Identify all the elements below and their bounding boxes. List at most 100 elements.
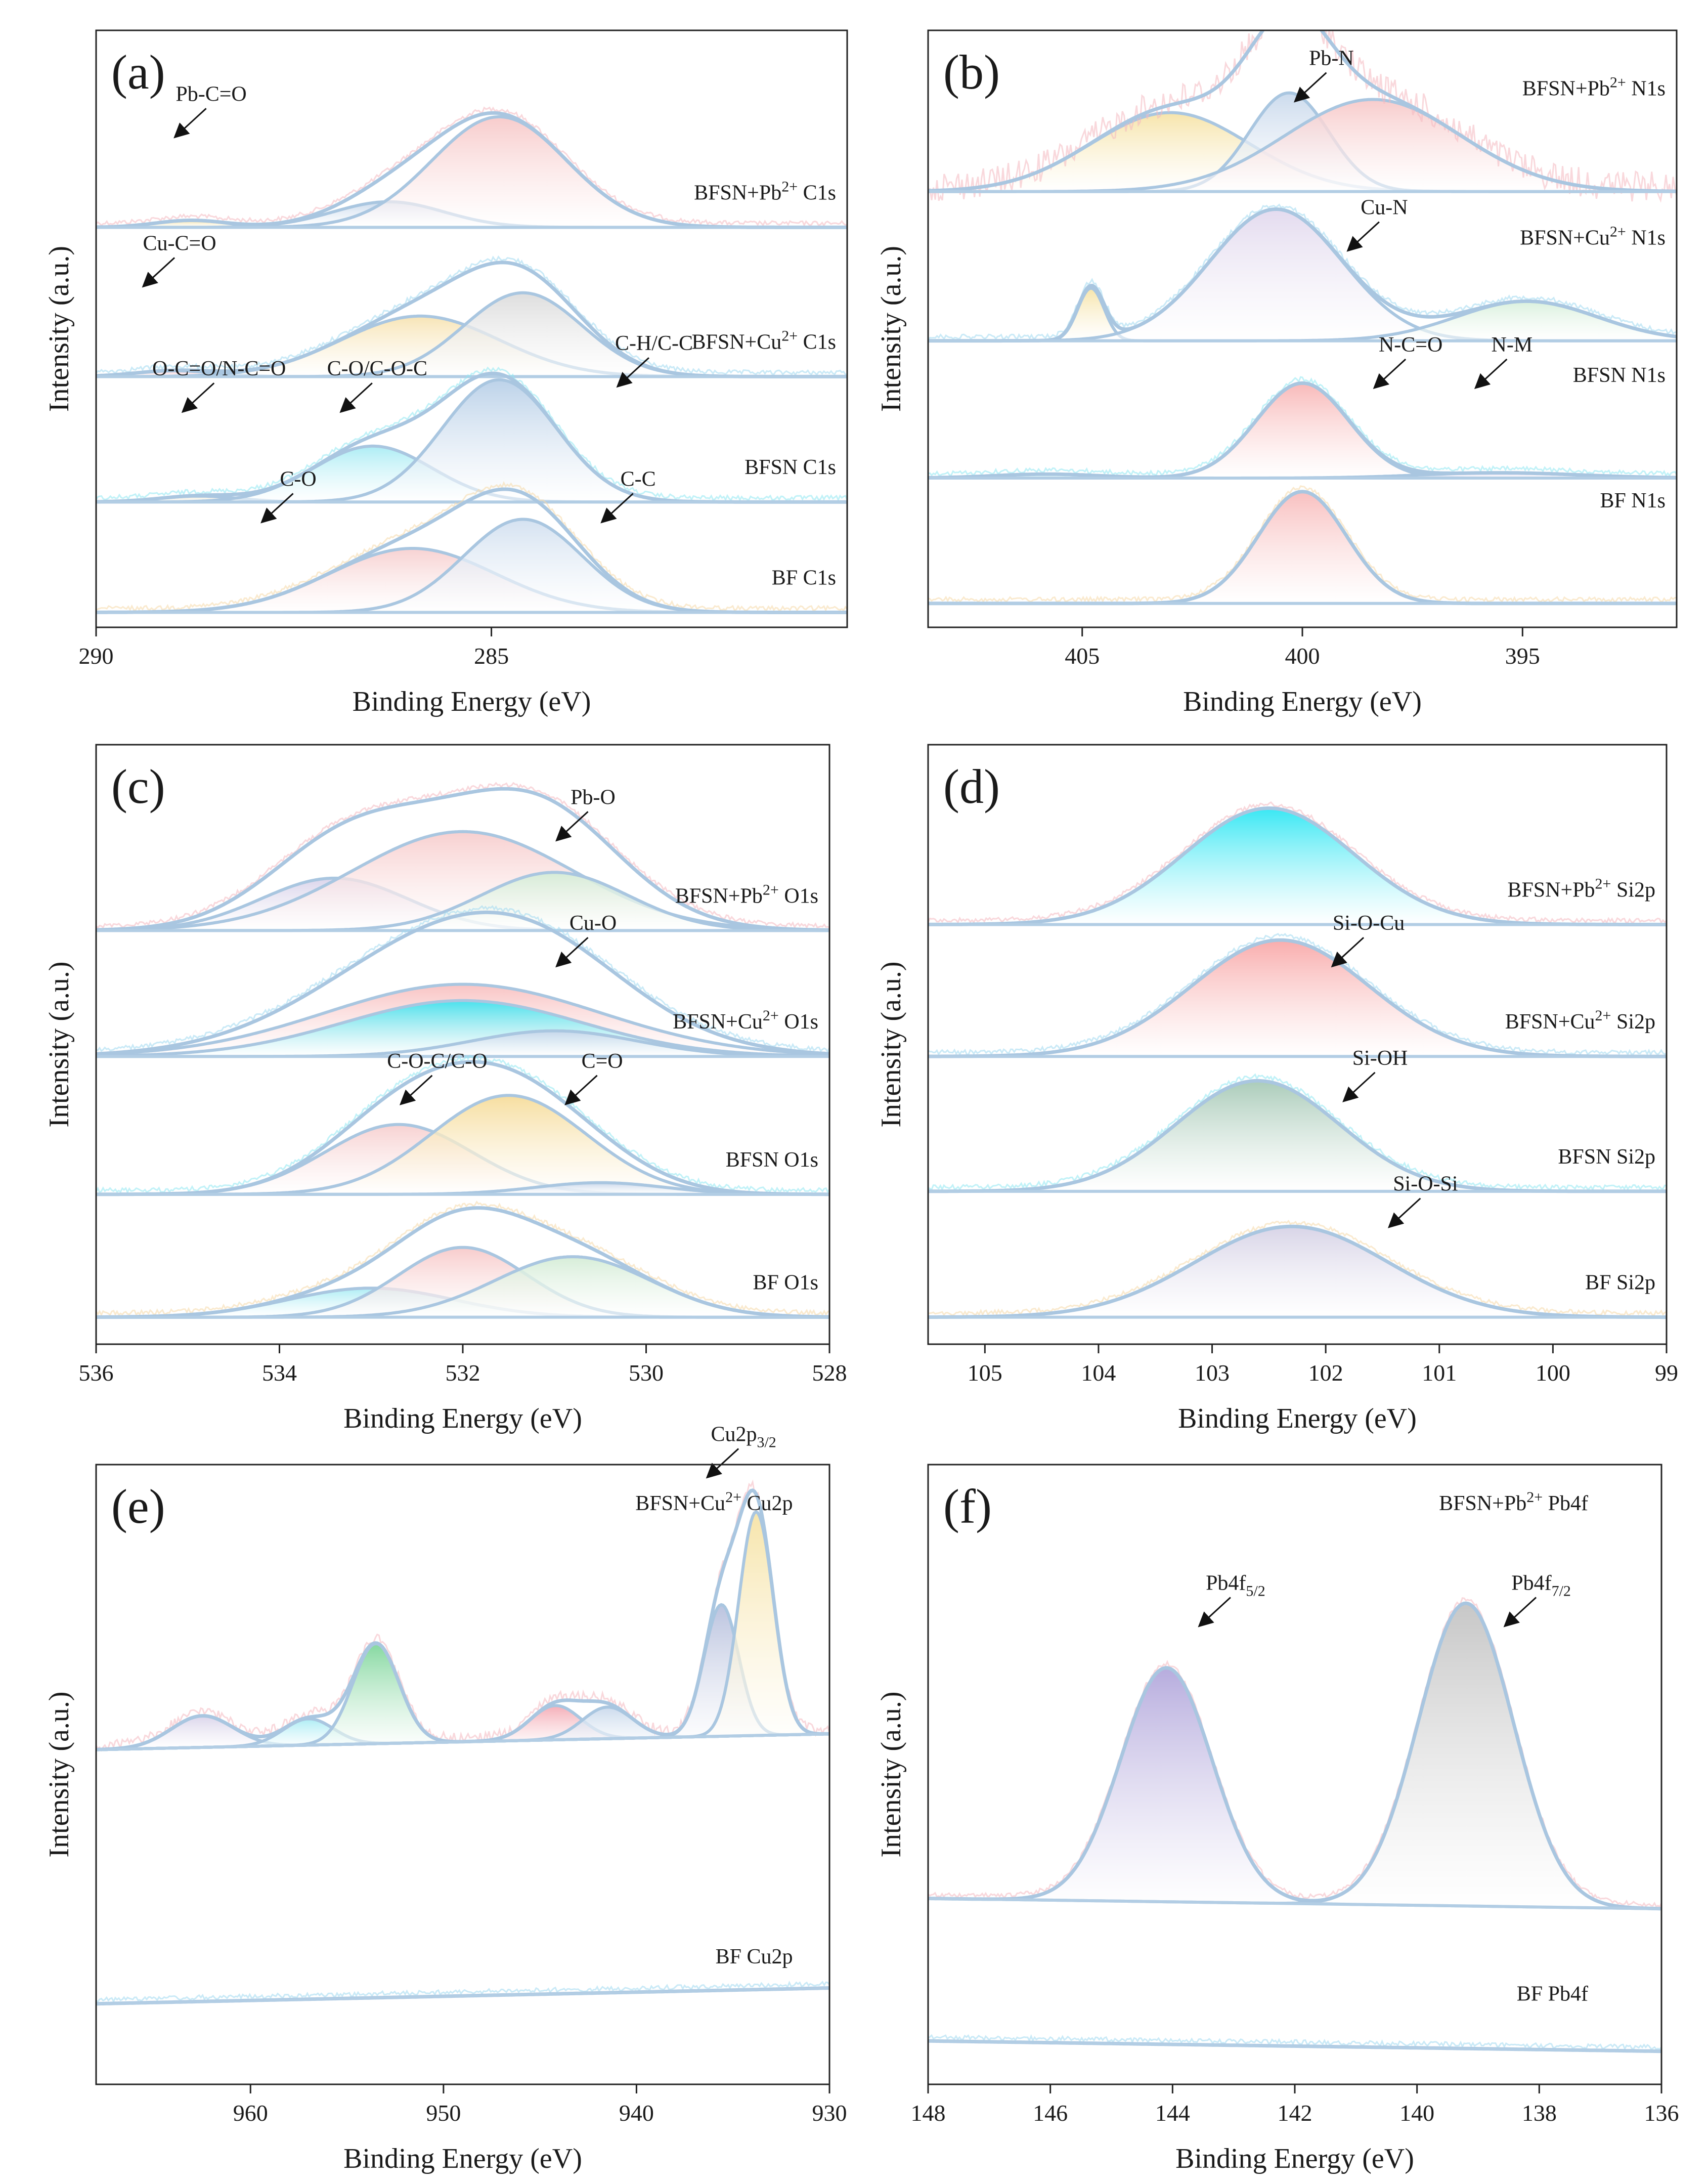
annotation-label: Cu-N <box>1361 196 1408 220</box>
fit-envelope <box>96 910 829 1056</box>
annotation-arrow <box>1373 358 1407 390</box>
annotation-label: Pb-N <box>1309 47 1354 70</box>
raw-data <box>96 782 829 929</box>
fit-envelope <box>928 30 1677 193</box>
annotation-label: C-C <box>621 468 656 491</box>
series-label: BF C1s <box>772 567 836 590</box>
series-e-0 <box>96 1479 829 1752</box>
x-tick-label: 290 <box>79 643 114 669</box>
y-axis-title: Intensity (a.u.) <box>43 246 75 412</box>
annotation-arrow <box>616 357 649 388</box>
baseline <box>928 1897 1661 1910</box>
fit-envelope <box>928 1601 1661 1911</box>
series-label: BFSN N1s <box>1573 364 1666 387</box>
panel-letter: (e) <box>111 1479 165 1533</box>
series-a-0 <box>96 106 847 229</box>
series-d-0 <box>928 801 1667 926</box>
annotation-arrow <box>339 382 373 413</box>
plot-area-c <box>96 782 829 1319</box>
x-tick-label: 100 <box>1536 1360 1570 1386</box>
peak-f-0-1 <box>928 1603 1661 1909</box>
x-tick-label: 405 <box>1065 643 1100 669</box>
raw-data <box>96 905 829 1053</box>
panel-d: BFSN+Pb2+ Si2p BFSN+Cu2+ Si2p BFSN Si2p BF … <box>875 744 1678 1434</box>
annotation-label: Si-O-Si <box>1393 1173 1458 1196</box>
y-axis-title: Intensity (a.u.) <box>875 246 907 412</box>
series-label: BF N1s <box>1600 489 1666 512</box>
annotation-label: Pb-C=O <box>176 82 246 106</box>
annotation-arrow <box>555 811 589 842</box>
series-c-0 <box>96 782 829 932</box>
peak-e-0-1 <box>96 1719 829 1750</box>
peak-b-3-0 <box>928 491 1677 604</box>
raw-data <box>928 1219 1667 1317</box>
plot-area-e <box>96 1479 829 2006</box>
raw-data <box>928 485 1677 604</box>
x-axis-title: Binding Energy (eV) <box>343 1403 582 1434</box>
series-d-1 <box>928 932 1667 1058</box>
x-tick-label: 395 <box>1505 643 1540 669</box>
x-tick-label: 140 <box>1399 2100 1434 2126</box>
y-axis-title: Intensity (a.u.) <box>43 961 75 1127</box>
annotation-arrow <box>173 108 207 139</box>
annotation-arrow <box>260 493 294 524</box>
annotation-label: Cu2p3/2 <box>711 1423 776 1451</box>
series-label: BFSN+Cu2+ O1s <box>673 1007 818 1034</box>
series-c-3 <box>96 1201 829 1319</box>
annotation-label: Si-OH <box>1352 1047 1408 1070</box>
peak-c-3-2 <box>96 1257 829 1317</box>
peak-b-1-2 <box>928 301 1677 341</box>
series-label: BFSN+Pb2+ N1s <box>1522 74 1666 101</box>
peak-d-3-0 <box>928 1226 1667 1317</box>
fit-envelope <box>96 1206 829 1319</box>
series-label: BF O1s <box>753 1271 818 1295</box>
annotation-label: Cu-C=O <box>143 232 216 255</box>
peak-outline <box>96 999 829 1058</box>
series-label: BFSN+Pb2+ C1s <box>694 178 836 204</box>
annotation-label: O-C=O/N-C=O <box>152 357 286 380</box>
peak-a-2-2 <box>96 379 847 502</box>
peak-d-1-0 <box>928 940 1667 1057</box>
annotation-label: C-O <box>280 468 316 491</box>
annotation-arrow <box>1346 221 1380 252</box>
panel-f: BFSN+Pb2+ Pb4f BF Pb4f Pb4f5/2 Pb4f7/2 148 14… <box>875 1464 1679 2174</box>
peak-outline <box>96 982 829 1056</box>
series-label: BFSN+Cu2+ Si2p <box>1505 1007 1655 1034</box>
raw-data <box>96 1201 829 1317</box>
annotation-arrow <box>564 1075 598 1105</box>
series-b-3 <box>928 485 1677 606</box>
plot-area-f <box>928 1597 1661 2053</box>
peak-b-0-2 <box>928 99 1677 192</box>
series-label: BF Si2p <box>1585 1271 1655 1295</box>
x-tick-label: 142 <box>1278 2100 1312 2126</box>
series-a-3 <box>96 481 847 614</box>
plot-area-b <box>928 30 1677 606</box>
series-label: BFSN+Cu2+ C1s <box>691 327 836 354</box>
x-tick-label: 960 <box>233 2100 268 2126</box>
series-label: BFSN+Cu2+ N1s <box>1520 224 1666 250</box>
series-label: BFSN+Pb2+ O1s <box>675 881 818 908</box>
panel-c: BFSN+Pb2+ O1s BFSN+Cu2+ O1s BFSN O1s BF O1s… <box>43 744 847 1434</box>
peak-f-0-0 <box>928 1667 1661 1909</box>
raw-data <box>96 1980 829 2003</box>
x-tick-label: 950 <box>426 2100 461 2126</box>
raw-data <box>928 932 1667 1056</box>
x-tick-label: 144 <box>1155 2100 1190 2126</box>
peak-b-1-0 <box>928 288 1677 341</box>
x-tick-label: 104 <box>1081 1360 1116 1386</box>
annotation-arrow <box>555 937 589 968</box>
series-e-1 <box>96 1980 829 2006</box>
annotation-label: Cu-O <box>570 912 617 935</box>
annotation-label: C-H/C-C <box>615 332 693 355</box>
series-f-0 <box>928 1597 1661 1911</box>
series-label: BFSN+Pb2+ Si2p <box>1507 876 1655 902</box>
panel-letter: (a) <box>111 45 165 99</box>
raw-data <box>96 481 847 612</box>
annotation-arrow <box>1503 1597 1537 1628</box>
annotation-arrow <box>600 493 634 524</box>
x-tick-label: 530 <box>629 1360 664 1386</box>
annotation-label: Pb4f5/2 <box>1206 1572 1265 1600</box>
baseline <box>96 1986 829 2005</box>
annotation-label: Pb-O <box>571 786 616 809</box>
series-label: BFSN O1s <box>726 1148 818 1172</box>
